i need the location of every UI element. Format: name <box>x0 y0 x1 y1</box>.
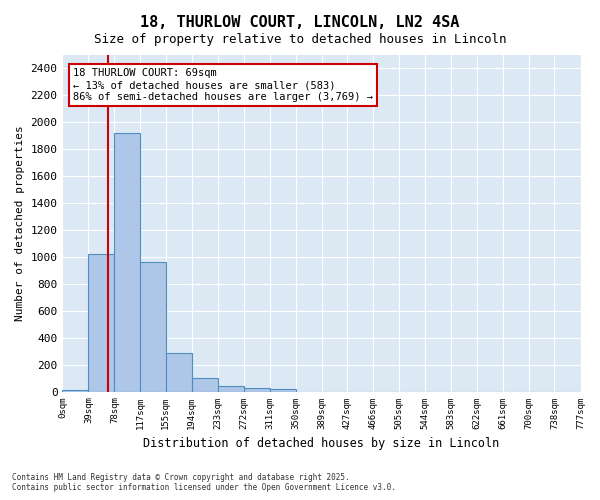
Bar <box>270 389 296 392</box>
Text: Size of property relative to detached houses in Lincoln: Size of property relative to detached ho… <box>94 32 506 46</box>
Bar <box>88 254 115 392</box>
Bar <box>115 133 140 392</box>
X-axis label: Distribution of detached houses by size in Lincoln: Distribution of detached houses by size … <box>143 437 500 450</box>
Bar <box>166 352 192 392</box>
Text: Contains HM Land Registry data © Crown copyright and database right 2025.
Contai: Contains HM Land Registry data © Crown c… <box>12 473 396 492</box>
Y-axis label: Number of detached properties: Number of detached properties <box>15 126 25 321</box>
Bar <box>62 390 88 392</box>
Bar <box>140 262 166 392</box>
Bar <box>244 388 270 392</box>
Text: 18 THURLOW COURT: 69sqm
← 13% of detached houses are smaller (583)
86% of semi-d: 18 THURLOW COURT: 69sqm ← 13% of detache… <box>73 68 373 102</box>
Bar <box>218 386 244 392</box>
Text: 18, THURLOW COURT, LINCOLN, LN2 4SA: 18, THURLOW COURT, LINCOLN, LN2 4SA <box>140 15 460 30</box>
Bar <box>192 378 218 392</box>
